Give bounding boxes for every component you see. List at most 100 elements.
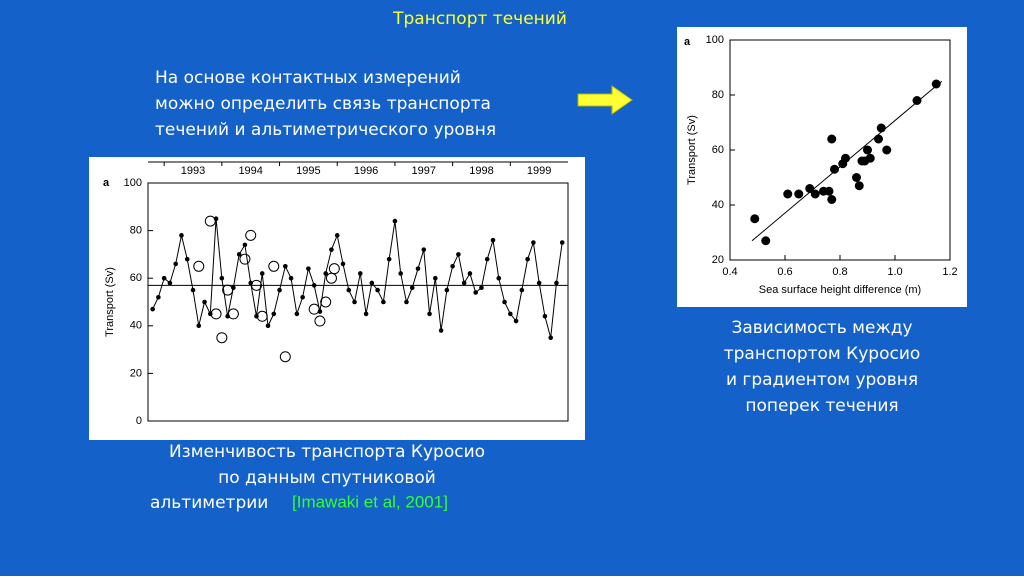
open-point: [250, 279, 262, 291]
y-tick-label: 20: [712, 254, 724, 266]
point: [381, 299, 386, 305]
point: [242, 242, 248, 248]
x-tick-label: 1994: [238, 165, 262, 177]
point: [810, 189, 820, 199]
point: [196, 323, 202, 329]
citation: [Imawaki et al, 2001]: [292, 492, 448, 511]
y-tick-label: 80: [712, 89, 724, 101]
point: [750, 214, 760, 224]
y-tick-label: 40: [130, 320, 142, 332]
point: [794, 189, 804, 199]
intro-line: можно определить связь транспорта: [155, 94, 491, 114]
open-point: [279, 351, 291, 363]
point: [783, 189, 793, 199]
point: [496, 275, 502, 281]
open-point: [256, 310, 268, 322]
point: [184, 256, 190, 262]
series-line: [152, 218, 563, 338]
x-tick-label: 0.4: [722, 266, 737, 278]
point: [283, 264, 288, 269]
point: [156, 294, 161, 300]
x-tick-label: 1996: [354, 165, 378, 177]
open-point: [204, 215, 216, 227]
point: [265, 323, 271, 329]
open-point: [268, 260, 280, 272]
intro-line: На основе контактных измерений: [155, 68, 461, 88]
open-point: [320, 296, 332, 308]
point: [219, 275, 225, 281]
y-tick-label: 40: [712, 199, 724, 211]
point: [392, 218, 398, 224]
point: [882, 145, 892, 155]
point: [375, 287, 380, 293]
point: [827, 195, 837, 204]
x-tick-label: 0.8: [832, 266, 847, 278]
point: [479, 285, 484, 291]
point: [502, 299, 507, 305]
point: [161, 275, 167, 281]
y-tick-label: 60: [712, 144, 724, 156]
point: [346, 287, 352, 293]
y-tick-label: 100: [706, 34, 724, 46]
point: [398, 271, 403, 276]
point: [805, 184, 815, 193]
point: [150, 306, 155, 312]
point: [259, 271, 265, 276]
point: [277, 287, 282, 293]
point: [294, 311, 300, 317]
point: [352, 299, 357, 305]
point: [202, 299, 207, 305]
point: [536, 280, 542, 286]
open-point: [328, 263, 340, 275]
open-point: [222, 284, 234, 296]
caption-line: поперек течения: [745, 396, 898, 416]
x-axis-title: Sea surface height difference (m): [759, 284, 921, 296]
point: [438, 328, 444, 333]
point: [531, 240, 536, 245]
point: [508, 311, 513, 317]
point: [358, 271, 363, 276]
point: [761, 236, 771, 246]
y-axis-title: Transport (Sv): [104, 267, 116, 337]
point: [490, 237, 496, 243]
point: [824, 186, 834, 196]
point: [513, 318, 519, 324]
arrow: [577, 85, 633, 115]
point: [554, 280, 559, 286]
point: [409, 285, 415, 291]
point: [415, 266, 421, 271]
caption-line: альтиметрии: [150, 493, 268, 513]
point: [519, 287, 525, 293]
caption-line: и градиентом уровня: [726, 370, 918, 390]
point: [931, 79, 941, 89]
point: [433, 275, 438, 281]
point: [254, 313, 259, 319]
point: [167, 280, 173, 286]
point: [311, 283, 317, 288]
caption-line: транспортом Куросио: [724, 344, 921, 364]
point: [841, 153, 850, 163]
x-tick-label: 1995: [296, 165, 320, 177]
caption-line: Зависимость между: [731, 318, 912, 338]
point: [865, 153, 875, 163]
y-axis-title: Transport (Sv): [686, 115, 698, 185]
panel-label: a: [684, 36, 691, 48]
x-tick-label: 1.2: [942, 266, 957, 278]
point: [467, 271, 473, 276]
point: [236, 252, 242, 257]
point: [525, 256, 530, 262]
point: [404, 299, 409, 305]
open-point: [227, 308, 239, 320]
point: [288, 275, 294, 281]
point: [427, 311, 432, 317]
point: [874, 134, 883, 144]
point: [208, 311, 213, 317]
point: [854, 181, 864, 191]
y-tick-label: 60: [130, 272, 142, 284]
point: [559, 240, 565, 245]
point: [444, 287, 450, 293]
caption-line: Изменчивость транспорта Куросио: [169, 442, 485, 462]
open-point: [245, 229, 257, 241]
plot-frame: [147, 182, 569, 422]
